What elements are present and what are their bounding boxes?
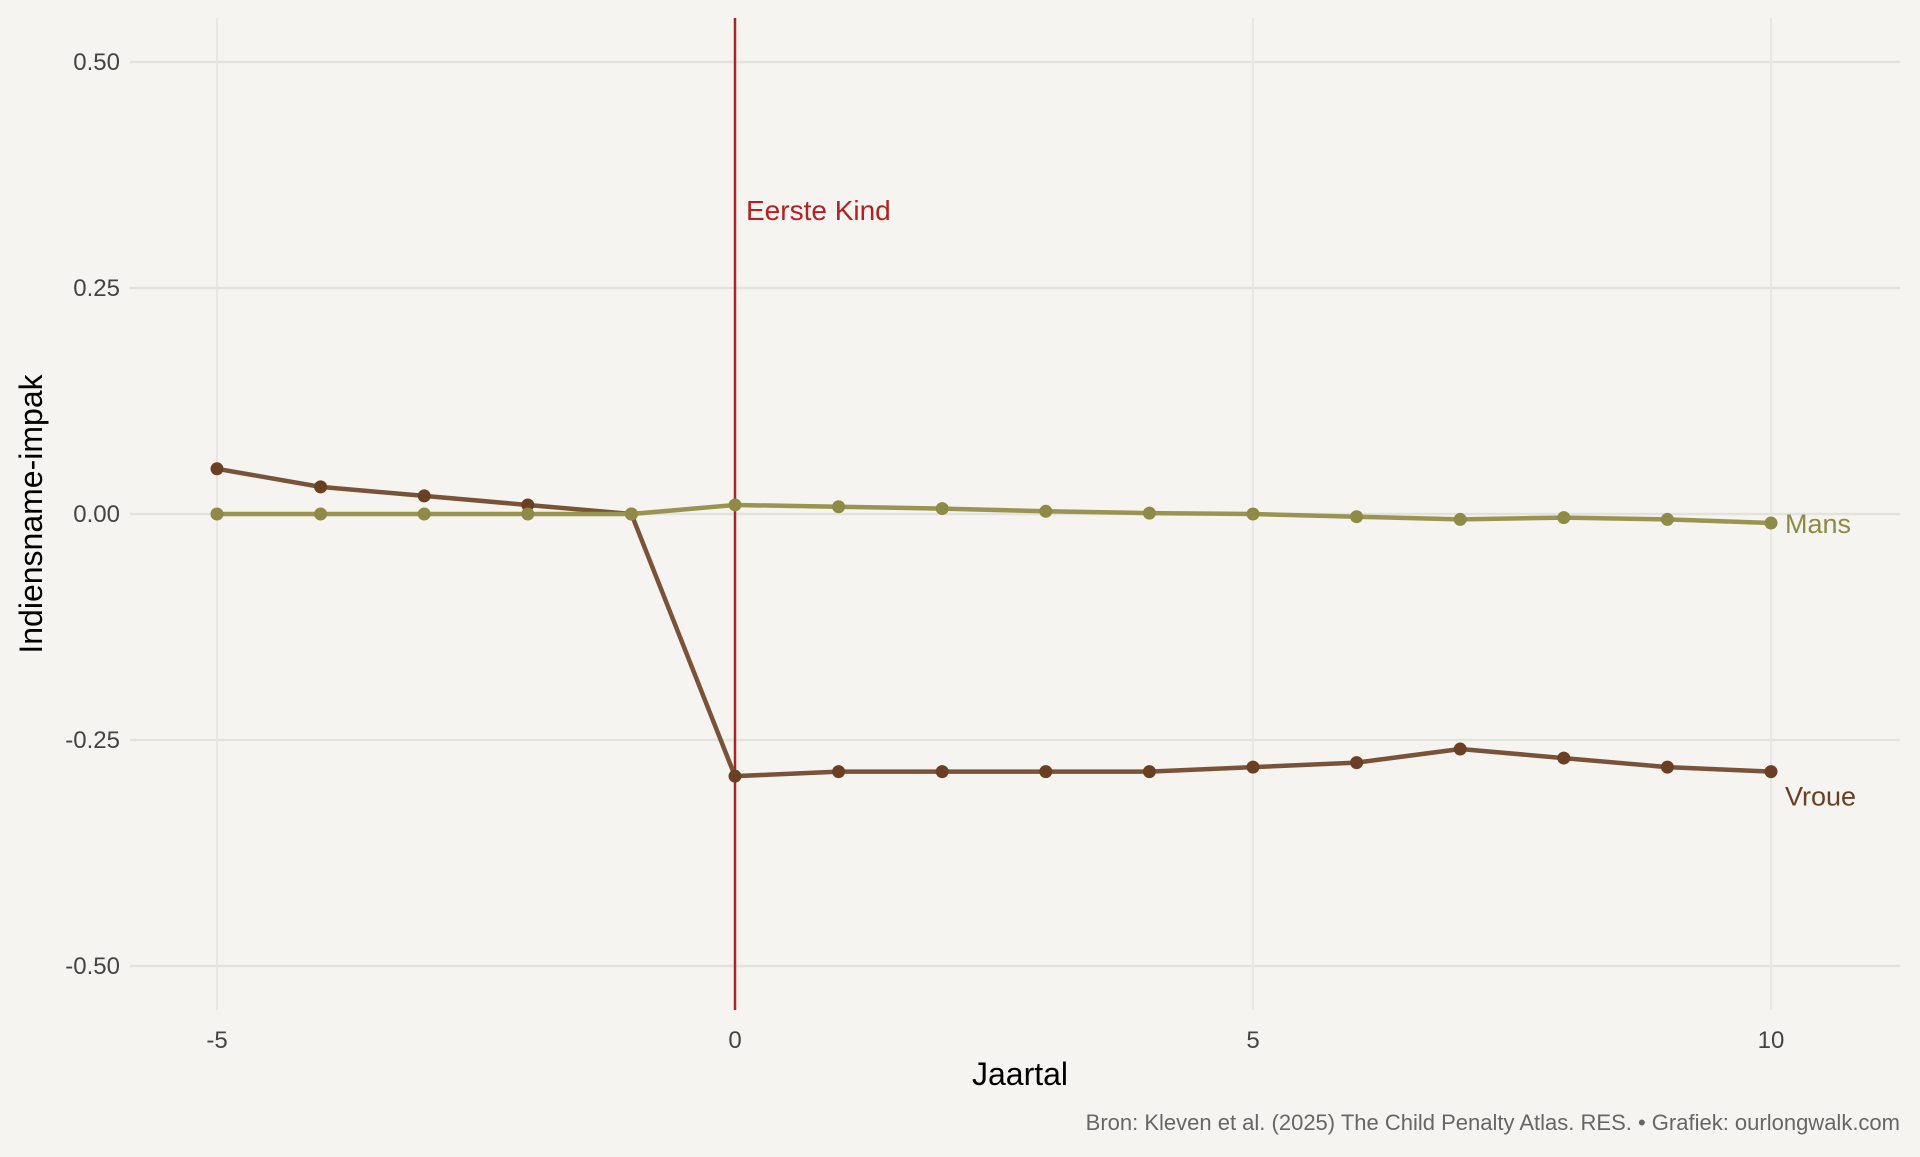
series-line-mans: [217, 502, 1772, 526]
data-point-mans: [1246, 507, 1260, 521]
series-label-mans: Mans: [1785, 509, 1851, 539]
x-axis-ticks: -5 0 5 10: [206, 1027, 1784, 1054]
series-group: Vroue Mans: [210, 462, 1856, 812]
data-point-mans: [1350, 510, 1364, 524]
data-point-vroue: [521, 498, 535, 512]
data-point-vroue: [935, 765, 949, 779]
data-point-mans: [1764, 516, 1778, 530]
data-point-mans: [1142, 506, 1156, 520]
data-point-vroue: [314, 480, 328, 494]
y-tick-label: -0.25: [65, 727, 120, 754]
y-axis-title: Indiensname-impak: [13, 373, 49, 653]
x-axis-title: Jaartal: [972, 1056, 1068, 1092]
y-tick-label: -0.50: [65, 953, 120, 980]
data-point-vroue: [1453, 742, 1467, 756]
x-tick-label: -5: [206, 1027, 227, 1054]
data-point-vroue: [1142, 765, 1156, 779]
y-tick-label: 0.25: [73, 275, 120, 302]
y-axis-ticks: 0.50 0.25 0.00 -0.25 -0.50: [65, 49, 120, 980]
data-point-mans: [1039, 504, 1053, 518]
x-tick-label: 5: [1246, 1027, 1259, 1054]
caption: Bron: Kleven et al. (2025) The Child Pen…: [1086, 1110, 1900, 1135]
series-line-vroue: [216, 466, 1772, 779]
data-point-mans: [728, 498, 742, 512]
data-point-mans: [832, 500, 846, 514]
y-tick-label: 0.00: [73, 501, 120, 528]
data-point-vroue: [417, 489, 431, 503]
data-point-vroue: [1246, 760, 1260, 774]
data-point-mans: [417, 507, 431, 521]
data-point-vroue: [1660, 760, 1674, 774]
series-label-vroue: Vroue: [1785, 782, 1856, 812]
data-point-vroue: [1039, 765, 1053, 779]
x-tick-label: 10: [1758, 1027, 1785, 1054]
data-point-vroue: [1350, 756, 1364, 770]
first-child-annotation: Eerste Kind: [746, 195, 891, 226]
data-point-mans: [1660, 512, 1674, 526]
data-point-mans: [210, 507, 224, 521]
data-point-mans: [624, 507, 638, 521]
data-point-vroue: [728, 769, 742, 783]
data-point-mans: [314, 507, 328, 521]
data-point-vroue: [210, 462, 224, 476]
y-tick-label: 0.50: [73, 49, 120, 76]
data-point-mans: [1453, 512, 1467, 526]
data-point-vroue: [1557, 751, 1571, 765]
data-point-mans: [935, 502, 949, 516]
data-point-vroue: [1764, 765, 1778, 779]
x-tick-label: 0: [728, 1027, 741, 1054]
data-point-vroue: [832, 765, 846, 779]
data-point-mans: [1557, 511, 1571, 525]
data-point-mans: [521, 507, 535, 521]
